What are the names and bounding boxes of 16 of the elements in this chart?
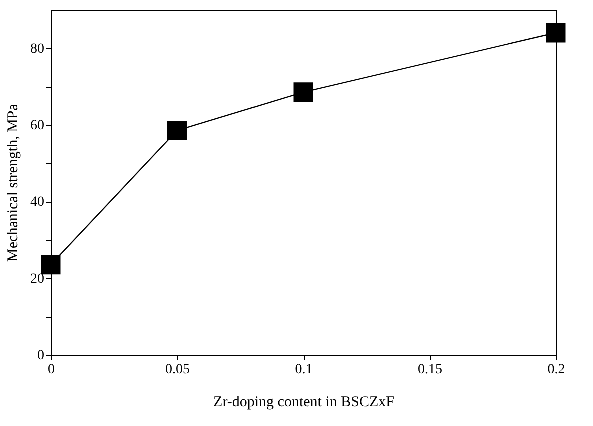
point — [168, 121, 187, 140]
y-tick-label: 40 — [30, 195, 44, 210]
x-tick-label: 0 — [48, 362, 55, 378]
x-tick-label: 0.05 — [166, 362, 190, 378]
y-tick-label: 80 — [30, 42, 44, 57]
x-axis-title: Zr-doping content in BSCZxF — [214, 394, 394, 410]
point — [546, 23, 566, 43]
x-tick-label: 0.1 — [295, 362, 313, 378]
x-tick-label: 0.2 — [548, 362, 566, 378]
point — [294, 82, 314, 102]
point — [41, 255, 61, 275]
y-tick-label: 20 — [30, 272, 44, 287]
y-tick-label: 0 — [38, 348, 44, 364]
y-axis-title: Mechanical strength, MPa — [6, 104, 22, 262]
y-tick-label: 60 — [30, 118, 44, 134]
x-tick-label: 0.15 — [418, 362, 442, 378]
